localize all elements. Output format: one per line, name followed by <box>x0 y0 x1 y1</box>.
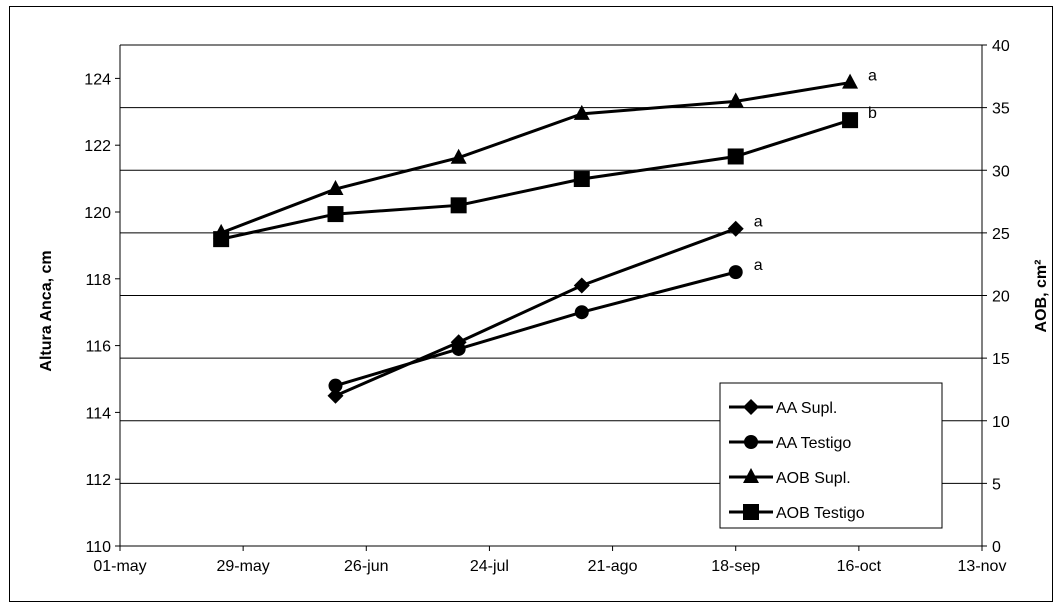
y-left-tick-label: 112 <box>85 472 111 489</box>
y-left-tick-label: 118 <box>85 272 111 289</box>
legend-item: AA Supl. <box>729 399 837 417</box>
data-point <box>574 305 589 320</box>
series-aa-supl- <box>327 220 744 404</box>
legend-item: AOB Supl. <box>729 468 851 487</box>
x-tick-label: 29-may <box>216 558 269 575</box>
data-point <box>728 265 743 280</box>
data-point <box>727 148 744 165</box>
x-tick-label: 01-may <box>93 558 146 575</box>
data-point <box>573 104 590 120</box>
legend-item: AA Testigo <box>729 435 851 452</box>
y-right-axis-title: AOB, cm² <box>1033 260 1050 333</box>
data-point <box>327 206 344 223</box>
y-left-tick-label: 120 <box>84 205 111 222</box>
legend-marker <box>743 399 759 415</box>
data-point <box>842 73 859 89</box>
data-point <box>213 231 230 248</box>
x-tick-label: 24-jul <box>470 558 509 575</box>
legend-item: AOB Testigo <box>729 504 865 522</box>
legend-marker <box>744 435 758 449</box>
legend-label: AOB Supl. <box>776 470 851 487</box>
series-line <box>220 81 851 235</box>
legend: AA Supl. AA Testigo AOB Supl. AOB Testigo <box>719 382 943 529</box>
x-tick-label: 13-nov <box>958 558 1007 575</box>
legend-label: AA Testigo <box>776 435 851 452</box>
series-layer <box>213 73 859 404</box>
chart-frame <box>9 6 1053 602</box>
y-right-tick-label: 15 <box>992 351 1010 368</box>
y-right-tick-label: 20 <box>992 289 1010 306</box>
series-line <box>334 227 737 398</box>
data-point <box>727 220 744 237</box>
y-left-tick-label: 124 <box>84 71 111 88</box>
y-left-tick-label: 114 <box>85 405 111 422</box>
data-point <box>327 387 344 404</box>
y-right-tick-label: 30 <box>992 163 1010 180</box>
y-right-tick-label: 25 <box>992 226 1010 243</box>
y-right-tick-label: 0 <box>992 539 1001 556</box>
significance-label: a <box>754 214 763 231</box>
legend-marker <box>743 504 759 520</box>
x-tick-label: 18-sep <box>711 558 760 575</box>
series-aob-testigo <box>213 112 859 248</box>
legend-marker <box>743 468 759 483</box>
right-axis-ticks: 0 5 10 15 20 25 30 35 40 <box>982 38 1010 556</box>
data-point <box>727 92 744 108</box>
x-tick-label: 26-jun <box>344 558 388 575</box>
y-right-tick-label: 5 <box>992 476 1001 493</box>
significance-label: a <box>754 257 763 274</box>
data-point <box>327 180 344 196</box>
data-point <box>450 197 467 214</box>
y-right-tick-label: 40 <box>992 38 1010 55</box>
data-point <box>573 277 590 294</box>
x-axis-ticks: 01-may 29-may 26-jun 24-jul 21-ago 18-sep 16-o… <box>93 546 1006 575</box>
legend-label: AA Supl. <box>776 400 837 417</box>
series-line <box>220 118 851 241</box>
x-tick-label: 16-oct <box>837 558 882 575</box>
significance-label: a <box>868 68 877 85</box>
y-left-tick-label: 110 <box>85 539 111 556</box>
significance-labels: a a a b <box>754 68 877 275</box>
data-point <box>450 148 467 164</box>
y-left-axis-title: Altura Anca, cm <box>38 250 55 371</box>
series-line <box>335 270 737 388</box>
significance-label: b <box>868 105 877 122</box>
data-point <box>328 378 343 393</box>
y-right-tick-label: 35 <box>992 101 1010 118</box>
data-point <box>451 341 466 356</box>
data-point <box>573 171 590 188</box>
y-left-tick-label: 116 <box>85 339 111 356</box>
y-right-tick-label: 10 <box>992 414 1010 431</box>
left-axis-ticks: 110 112 114 116 118 120 122 124 <box>84 71 120 556</box>
x-tick-label: 21-ago <box>588 558 638 575</box>
y-left-tick-label: 122 <box>84 138 111 155</box>
series-aa-testigo <box>328 265 743 393</box>
data-point <box>842 112 859 129</box>
legend-label: AOB Testigo <box>776 505 865 522</box>
